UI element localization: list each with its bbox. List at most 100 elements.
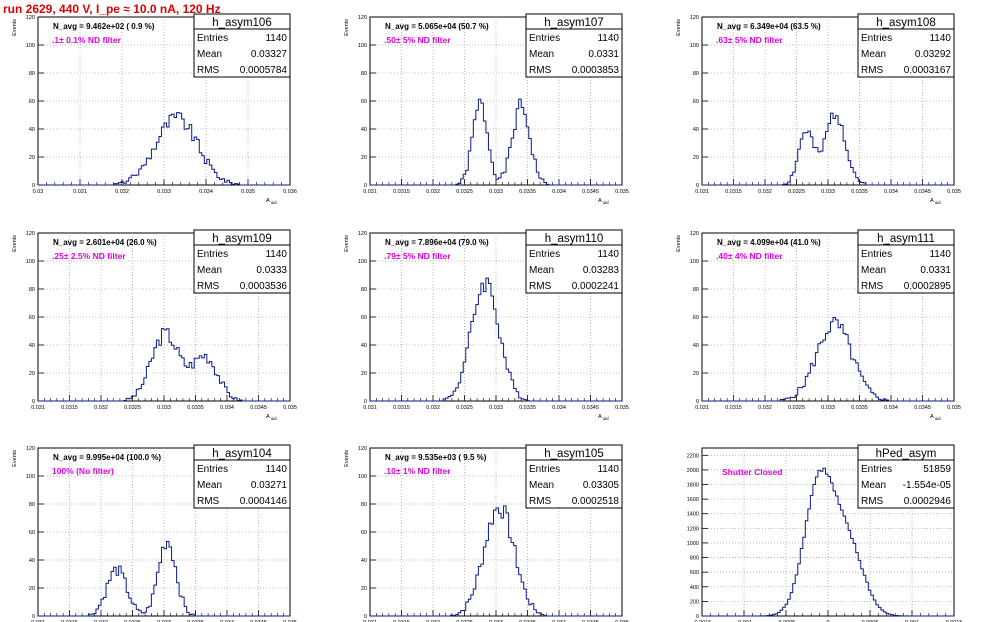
x-tick-label: 0.0335 — [187, 620, 204, 622]
x-tick-label: 0.0335 — [519, 620, 536, 622]
y-axis-label: Events — [676, 235, 682, 252]
x-tick-label: 0.0345 — [250, 405, 267, 411]
x-tick-label: 0.0315 — [61, 620, 78, 622]
y-tick-label: 1600 — [687, 497, 699, 503]
y-tick-label: 40 — [361, 558, 367, 564]
x-tick-label: 0.035 — [283, 405, 297, 411]
x-tick-label: 0.035 — [947, 189, 961, 195]
stats-value: 0.0333 — [256, 265, 287, 276]
y-tick-label: 0 — [32, 614, 35, 620]
x-tick-label: 0.0015 — [946, 620, 963, 622]
y-tick-label: 1400 — [687, 512, 699, 518]
histogram-panel-h_asym109: 0.031 0.0315 0.032 0.0325 0.033 0.0335 0.034 0.… — [12, 229, 297, 421]
x-tick-label: 0.031 — [363, 620, 377, 622]
filter-label: .1± 0.1% ND filter — [52, 35, 122, 45]
histogram-line — [702, 112, 954, 186]
y-tick-label: 40 — [29, 558, 35, 564]
x-tick-label: 0.0315 — [725, 405, 742, 411]
stats-value: 0.03271 — [251, 480, 288, 491]
histogram-panel-h_asym106: 0.03 0.031 0.032 0.033 0.034 0.035 0.036 0 20 40 6… — [12, 13, 297, 205]
histogram-panel-h_asym111: 0.031 0.0315 0.032 0.0325 0.033 0.0335 0.034 0.… — [676, 229, 961, 421]
x-tick-label: -0.0015 — [693, 620, 712, 622]
stats-label: Entries — [197, 249, 228, 260]
histogram-name: h_asym111 — [877, 233, 935, 245]
stats-label: Mean — [529, 480, 554, 491]
y-tick-label: 60 — [693, 315, 699, 321]
stats-label: Entries — [197, 33, 228, 44]
filter-label: .40± 4% ND filter — [716, 251, 783, 261]
y-tick-label: 20 — [29, 155, 35, 161]
x-tick-label: 0.035 — [615, 189, 629, 195]
x-axis-label: Auid — [930, 198, 941, 205]
y-tick-label: 0 — [364, 183, 367, 189]
stats-label: Mean — [529, 49, 554, 60]
histogram-line — [38, 328, 290, 402]
n-avg-label: N_avg = 9.535e+03 ( 9.5 %) — [385, 453, 487, 462]
y-tick-label: 100 — [26, 43, 35, 49]
histogram-line — [38, 540, 290, 617]
x-axis-label: Auid — [598, 198, 609, 205]
filter-label: .79± 5% ND filter — [384, 251, 451, 261]
y-tick-label: 0 — [696, 614, 699, 620]
stats-value: 1140 — [265, 249, 287, 260]
histogram-name: h_asym104 — [212, 448, 272, 460]
stats-value: 1140 — [929, 33, 951, 44]
stats-value: 1140 — [265, 33, 287, 44]
x-tick-label: 0.031 — [363, 189, 377, 195]
y-tick-label: 1000 — [687, 541, 699, 547]
x-tick-label: 0.034 — [552, 620, 566, 622]
x-tick-label: 0.033 — [821, 189, 835, 195]
stats-label: Mean — [861, 49, 886, 60]
x-axis-label: Auid — [266, 198, 277, 205]
stats-value: 0.0002241 — [572, 281, 620, 292]
x-tick-label: 0.0315 — [61, 405, 78, 411]
x-tick-label: 0.0345 — [914, 405, 931, 411]
x-tick-label: 0.034 — [552, 189, 566, 195]
x-tick-label: 0.034 — [552, 405, 566, 411]
y-tick-label: 80 — [361, 287, 367, 293]
x-tick-label: 0.0315 — [393, 620, 410, 622]
x-tick-label: 0.031 — [695, 405, 709, 411]
stats-value: 0.03292 — [915, 49, 952, 60]
run-title: run 2629, 440 V, I_pe ≈ 10.0 nA, 120 Hz — [3, 2, 221, 16]
stats-label: RMS — [529, 496, 552, 507]
stats-label: Mean — [197, 265, 222, 276]
x-tick-label: 0.0345 — [914, 189, 931, 195]
y-tick-label: 40 — [361, 127, 367, 133]
y-tick-label: 120 — [690, 231, 699, 237]
y-tick-label: 100 — [358, 259, 367, 265]
stats-value: 1140 — [597, 464, 619, 475]
y-tick-label: 100 — [690, 43, 699, 49]
y-tick-label: 200 — [690, 599, 699, 605]
y-tick-label: 100 — [690, 259, 699, 265]
stats-label: Entries — [529, 33, 560, 44]
stats-label: Entries — [529, 249, 560, 260]
y-tick-label: 0 — [696, 183, 699, 189]
x-tick-label: 0.035 — [283, 620, 297, 622]
y-tick-label: 100 — [26, 474, 35, 480]
stats-label: RMS — [861, 281, 884, 292]
stats-value: 0.0002946 — [904, 496, 952, 507]
n-avg-label: N_avg = 9.462e+02 ( 0.9 %) — [53, 22, 155, 31]
stats-label: RMS — [861, 496, 884, 507]
x-tick-label: 0.0335 — [519, 405, 536, 411]
stats-value: 1140 — [597, 33, 619, 44]
x-tick-label: 0.0345 — [582, 620, 599, 622]
stats-value: 51859 — [923, 464, 951, 475]
stats-label: RMS — [197, 496, 220, 507]
stats-label: RMS — [529, 65, 552, 76]
histogram-panel-h_asym110: 0.031 0.0315 0.032 0.0325 0.033 0.0335 0.034 0.… — [344, 229, 629, 421]
y-tick-label: 120 — [690, 15, 699, 21]
y-tick-label: 20 — [29, 371, 35, 377]
y-tick-label: 40 — [29, 343, 35, 349]
stats-box — [857, 229, 955, 294]
x-tick-label: 0.031 — [31, 620, 45, 622]
y-tick-label: 0 — [364, 614, 367, 620]
x-tick-label: 0 — [826, 620, 829, 622]
histogram-name: h_asym107 — [544, 17, 603, 29]
y-tick-label: 2200 — [687, 453, 699, 459]
stats-value: 0.0003536 — [240, 281, 288, 292]
stats-value: -1.554e-05 — [903, 480, 952, 491]
histogram-name: h_asym109 — [212, 233, 271, 245]
stats-value: 0.0002895 — [904, 281, 952, 292]
